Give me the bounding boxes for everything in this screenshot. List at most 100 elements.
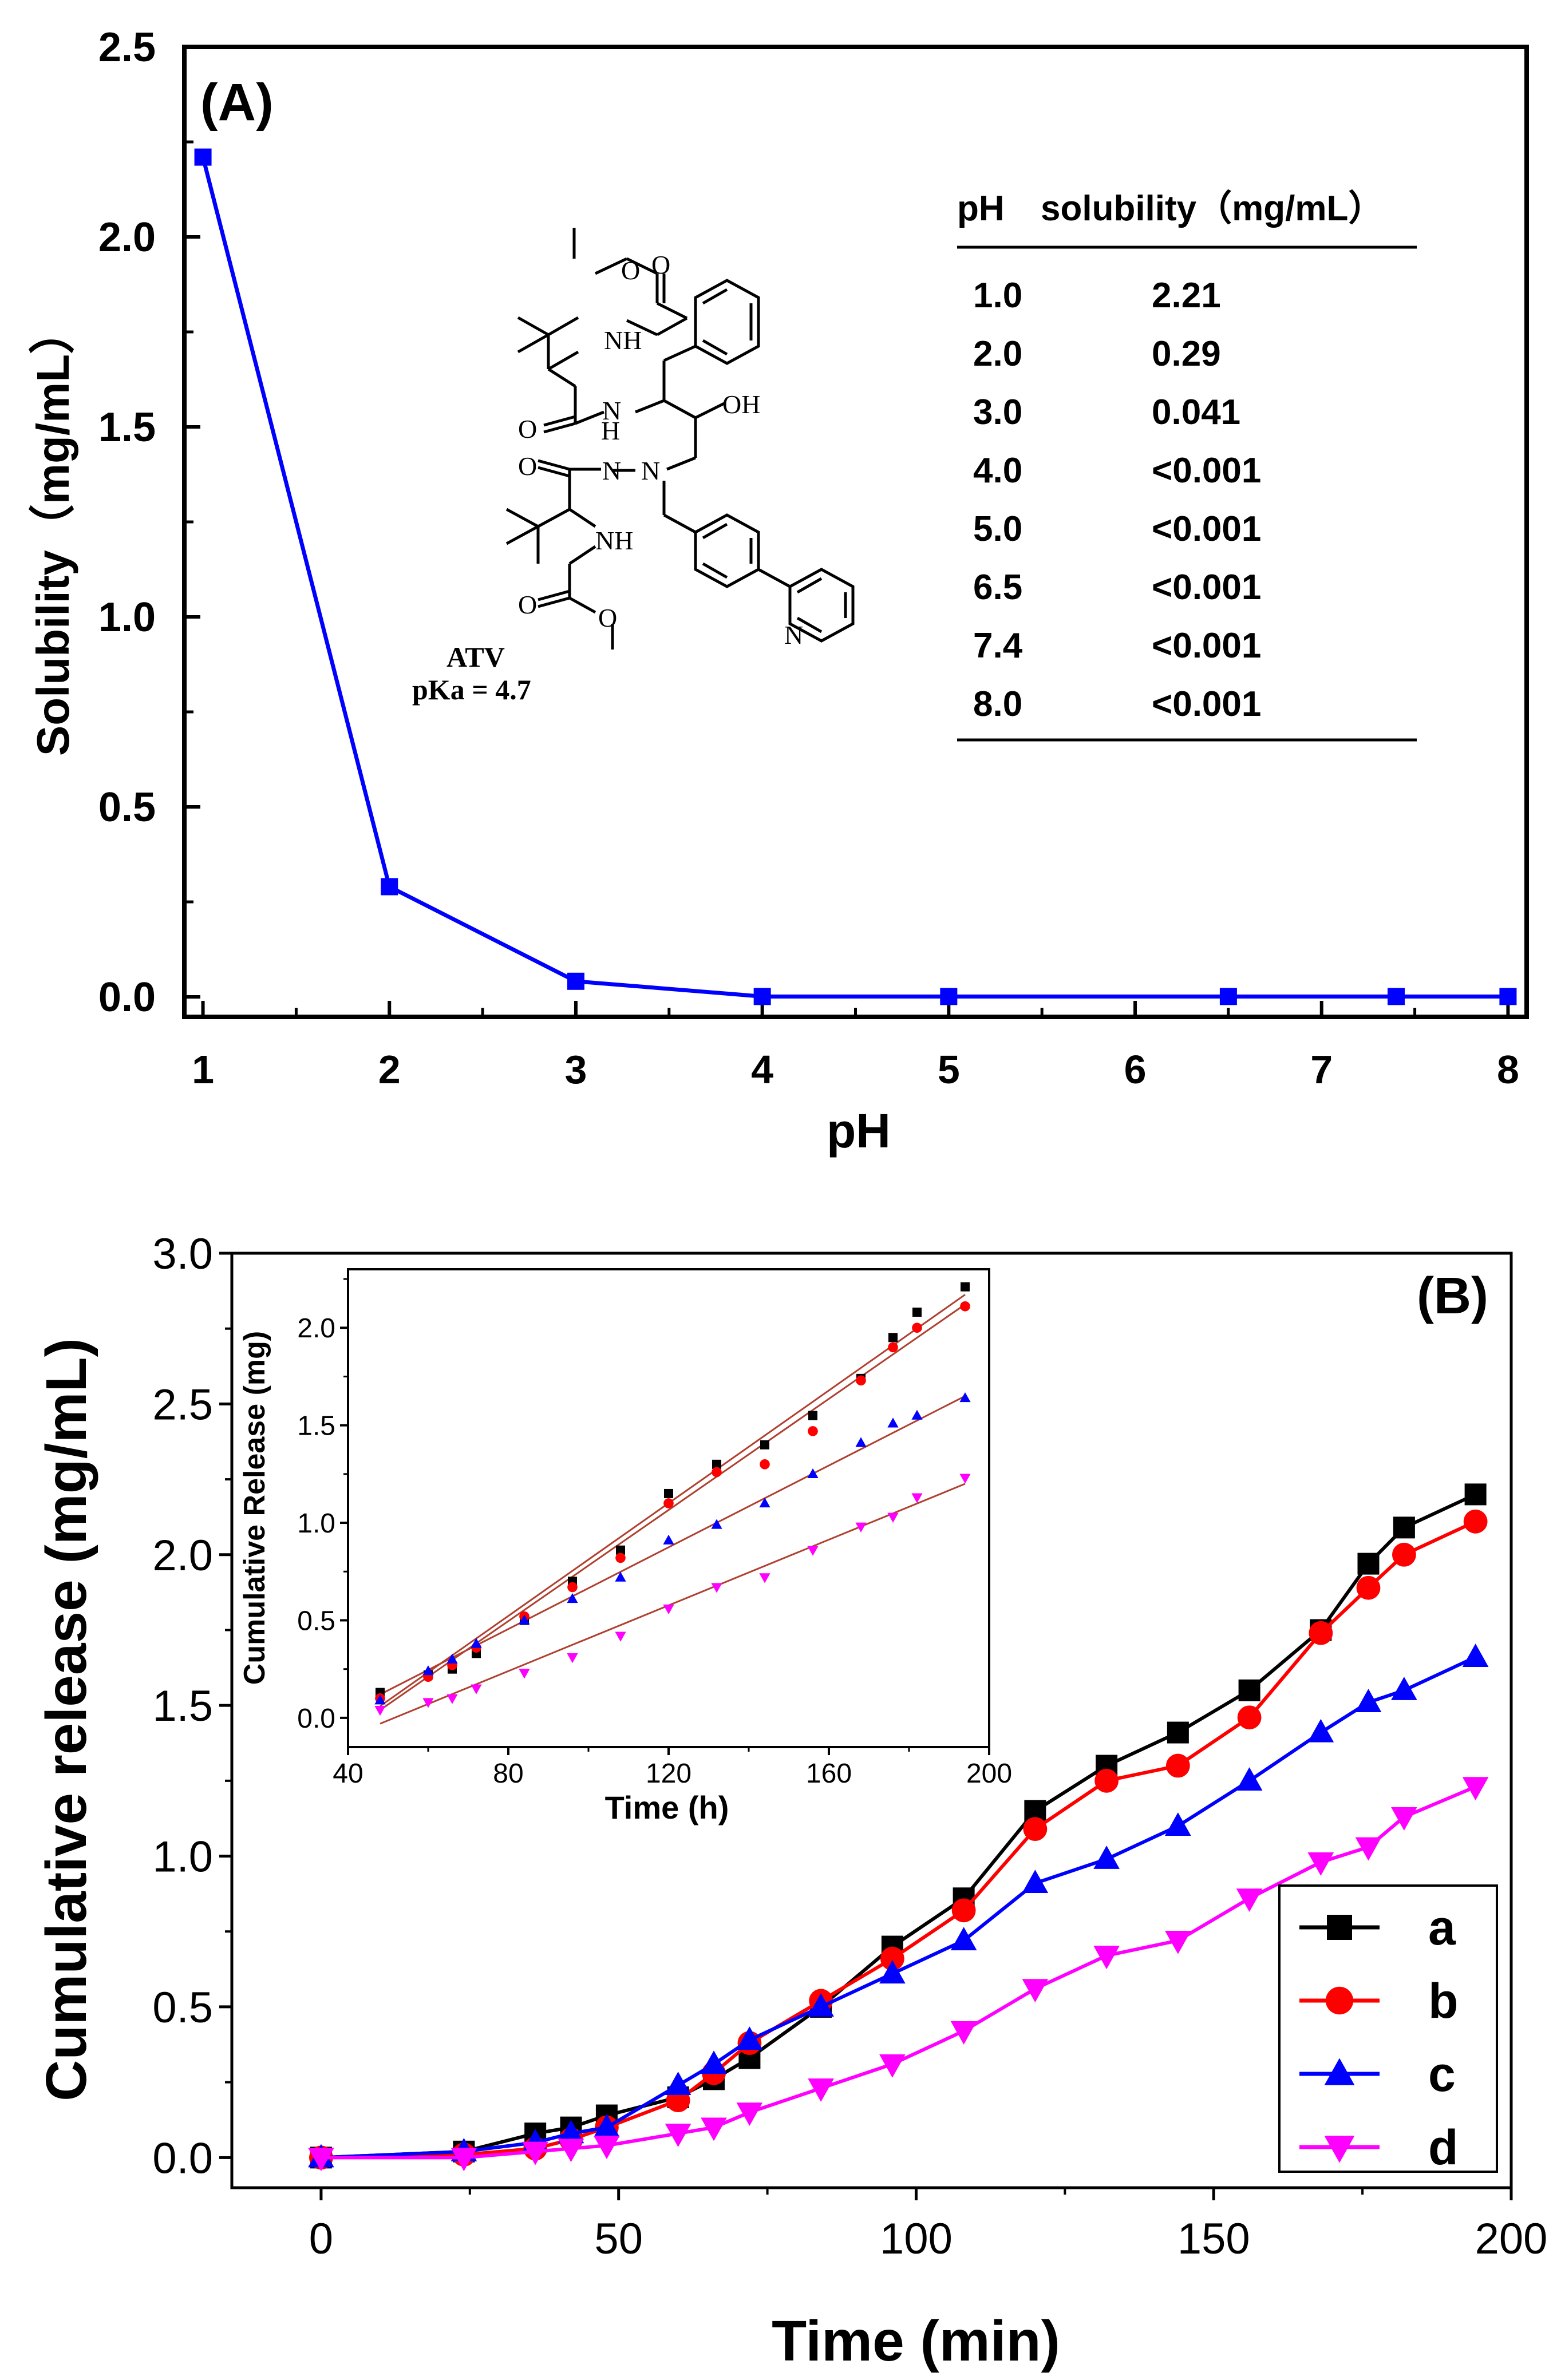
inset-point	[887, 1512, 899, 1523]
panel-b-inset-chart: 40 80 120 160 200 0.0 0.5 1.0 1.5 2.0 Time (h) Cu…	[238, 1268, 1012, 1825]
inset-point	[422, 1665, 434, 1676]
series-point-d	[701, 2117, 727, 2141]
series-point-b	[951, 1898, 976, 1923]
series-point-b	[1392, 1542, 1416, 1567]
inset-y-axis-label: Cumulative Release (mg)	[238, 1331, 271, 1685]
series-point-d	[308, 2148, 334, 2172]
series-point-d	[1093, 1946, 1120, 1970]
inset-point	[959, 1392, 971, 1403]
panel-a-solubility-chart: 1 2 3 4 5 6 7 8 0.0 0.5 1.0 1.5 2.0 2.5 (A) pH Solubi…	[27, 25, 1529, 1158]
series-point-b	[1309, 1621, 1333, 1645]
atom-label-nh: NH	[595, 526, 633, 555]
series-point-d	[558, 2139, 584, 2163]
panel-b-plot-frame	[230, 1252, 1513, 2189]
table-cell-solubility: <0.001	[1152, 684, 1261, 724]
legend-marker-d	[1324, 2136, 1355, 2163]
table-cell-ph: 3.0	[973, 393, 1022, 432]
inset-point	[855, 1522, 867, 1532]
y-tick-label: 2.5	[98, 25, 156, 70]
panel-a-x-axis-label: pH	[827, 1104, 891, 1158]
series-point-b	[1463, 1509, 1488, 1534]
x-tick-label: 4	[751, 1047, 773, 1092]
inset-x-axis-label: Time (h)	[605, 1789, 729, 1825]
table-cell-ph: 2.0	[973, 334, 1022, 374]
x-tick-label: 50	[594, 2215, 643, 2263]
panel-a-series	[194, 148, 1517, 1005]
inset-point	[888, 1333, 898, 1343]
inset-point	[712, 1459, 721, 1469]
table-cell-ph: 7.4	[973, 626, 1023, 666]
x-tick-label: 100	[880, 2215, 953, 2263]
series-point-a	[1393, 1516, 1415, 1539]
series-point-c	[1355, 1689, 1382, 1712]
solubility-point	[1388, 988, 1405, 1005]
atom-label-h: H	[601, 416, 620, 445]
inset-x-tick-label: 40	[333, 1759, 363, 1789]
x-tick-label: 200	[1475, 2215, 1548, 2263]
atom-label-o: O	[598, 603, 617, 632]
inset-point	[664, 1488, 673, 1498]
inset-x-tick-label: 200	[966, 1759, 1012, 1789]
legend-marker-a	[1327, 1915, 1352, 1940]
inset-point	[615, 1553, 626, 1563]
inset-point	[759, 1573, 770, 1583]
series-point-c	[665, 2072, 691, 2095]
inset-point	[912, 1307, 922, 1317]
y-tick-label: 0.5	[152, 1983, 213, 2032]
table-cell-solubility: 0.041	[1152, 393, 1240, 432]
panel-a-y-axis-label: Solubility（mg/mL）	[27, 308, 78, 756]
inset-series	[374, 1282, 971, 1725]
atv-structure-labels: O O NH H N OH O N N O NH O O N ATV pKa =…	[412, 250, 803, 706]
inset-point	[960, 1301, 970, 1312]
series-point-b	[1237, 1705, 1262, 1730]
atom-label-o: O	[651, 250, 670, 279]
inset-point	[519, 1669, 530, 1679]
series-point-c	[736, 2026, 763, 2050]
inset-point	[808, 1426, 818, 1436]
y-tick-label: 1.5	[152, 1682, 213, 1730]
inset-point	[374, 1706, 386, 1716]
legend-label-d: d	[1428, 2120, 1459, 2175]
inset-point	[759, 1497, 770, 1508]
series-point-d	[665, 2124, 691, 2147]
series-point-d	[1355, 1837, 1382, 1861]
inset-point	[760, 1440, 769, 1450]
inset-point	[711, 1519, 722, 1529]
inset-x-tick-label: 160	[806, 1759, 852, 1789]
y-tick-label: 1.0	[98, 595, 156, 640]
series-point-d	[1391, 1807, 1417, 1831]
series-point-c	[1307, 1718, 1334, 1743]
series-point-b	[1165, 1753, 1190, 1778]
inset-point	[519, 1614, 530, 1625]
x-tick-label: 8	[1497, 1047, 1519, 1092]
inset-point	[616, 1545, 625, 1555]
table-cell-solubility: <0.001	[1152, 568, 1261, 607]
series-point-a	[1167, 1721, 1189, 1744]
atom-label-o: O	[621, 256, 640, 285]
x-tick-label: 5	[938, 1047, 960, 1092]
inset-point	[374, 1694, 386, 1705]
table-cell-ph: 5.0	[973, 509, 1022, 549]
series-point-c	[1165, 1812, 1191, 1836]
table-cell-solubility: 0.29	[1152, 334, 1221, 374]
series-point-c	[808, 1993, 834, 2017]
series-point-d	[522, 2141, 548, 2165]
panel-b-x-axis-label: Time (min)	[772, 2309, 1060, 2373]
inset-point	[663, 1604, 674, 1615]
series-point-b	[1094, 1768, 1119, 1793]
table-cell-solubility: <0.001	[1152, 509, 1261, 549]
series-point-c	[594, 2113, 620, 2137]
series-point-d	[879, 2054, 906, 2078]
series-point-c	[1022, 1870, 1049, 1894]
atom-label-n: N	[602, 396, 621, 425]
table-cell-ph: 4.0	[973, 451, 1022, 490]
inset-point	[422, 1698, 434, 1708]
inset-point	[959, 1474, 971, 1484]
solubility-line	[201, 156, 1508, 999]
atom-label-n: N	[641, 456, 660, 485]
inset-point	[567, 1593, 578, 1603]
inset-y-tick-label: 1.5	[297, 1411, 335, 1442]
structure-caption-name: ATV	[446, 641, 505, 673]
inset-point	[615, 1631, 626, 1642]
